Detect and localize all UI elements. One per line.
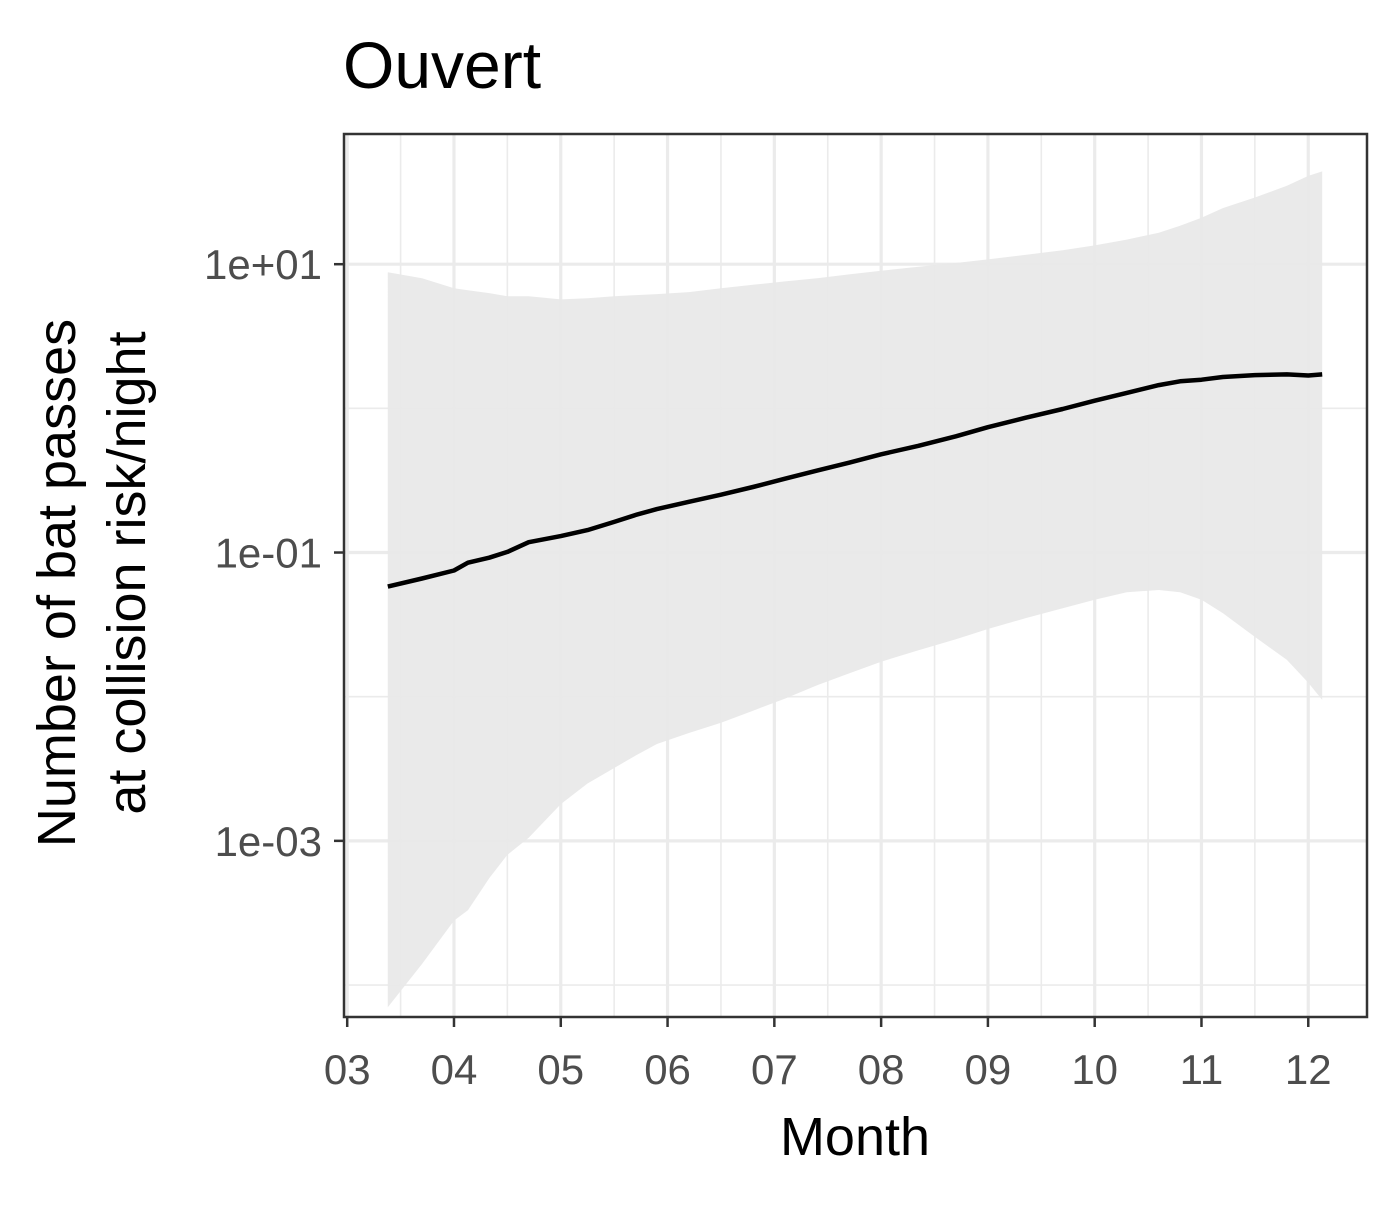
panel-border <box>342 132 1369 1019</box>
x-tick-label: 04 <box>431 1046 478 1093</box>
x-tick-label: 11 <box>1180 1046 1224 1093</box>
confidence-ribbon <box>387 171 1323 1008</box>
mean-line <box>387 372 1323 589</box>
x-tick-label: 07 <box>751 1046 798 1093</box>
x-axis: 03 04 05 06 07 08 09 10 11 12 <box>324 1017 1332 1093</box>
x-tick-label: 09 <box>965 1046 1012 1093</box>
y-axis-label-line2: at collision risk/night <box>97 331 157 814</box>
x-tick-label: 10 <box>1071 1046 1118 1093</box>
x-tick-label: 05 <box>537 1046 584 1093</box>
y-tick-label: 1e+01 <box>204 241 322 288</box>
y-tick-label: 1e-01 <box>215 530 322 577</box>
y-axis-label-line1: Number of bat passes <box>27 319 87 847</box>
x-tick-label: 03 <box>324 1046 371 1093</box>
chart-title: Ouvert <box>343 28 541 102</box>
confidence-band <box>387 171 1323 1008</box>
x-tick-label: 08 <box>858 1046 905 1093</box>
panel-frame <box>342 132 1369 1019</box>
x-tick-label: 06 <box>644 1046 691 1093</box>
y-tick-label: 1e-03 <box>215 818 322 865</box>
trend-line <box>387 372 1323 589</box>
y-axis: 1e+01 1e-01 1e-03 <box>204 241 344 865</box>
x-tick-label: 12 <box>1285 1046 1332 1093</box>
x-axis-label: Month <box>780 1107 930 1167</box>
